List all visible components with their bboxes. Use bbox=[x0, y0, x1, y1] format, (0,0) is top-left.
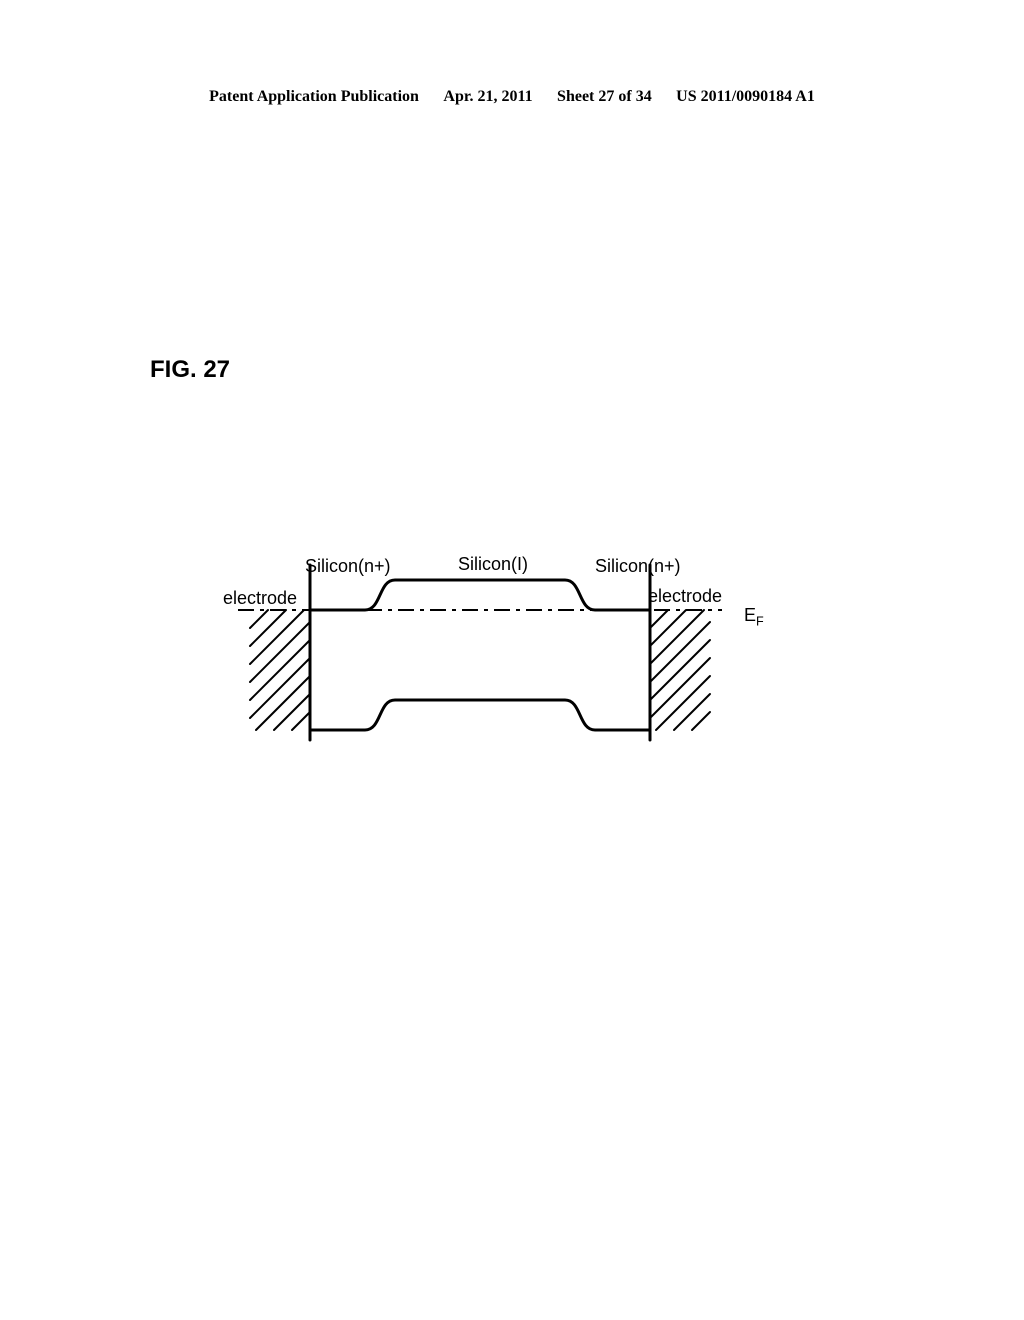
patent-header: Patent Application Publication Apr. 21, … bbox=[0, 88, 1024, 106]
page: Patent Application Publication Apr. 21, … bbox=[0, 0, 1024, 1320]
figure-label: FIG. 27 bbox=[150, 356, 230, 384]
sheet-number: Sheet 27 of 34 bbox=[557, 88, 652, 106]
band-diagram-svg bbox=[230, 540, 790, 800]
pub-date: Apr. 21, 2011 bbox=[443, 88, 532, 106]
pub-number: US 2011/0090184 A1 bbox=[676, 88, 815, 106]
band-diagram bbox=[230, 540, 790, 800]
pub-label: Patent Application Publication bbox=[209, 88, 419, 106]
